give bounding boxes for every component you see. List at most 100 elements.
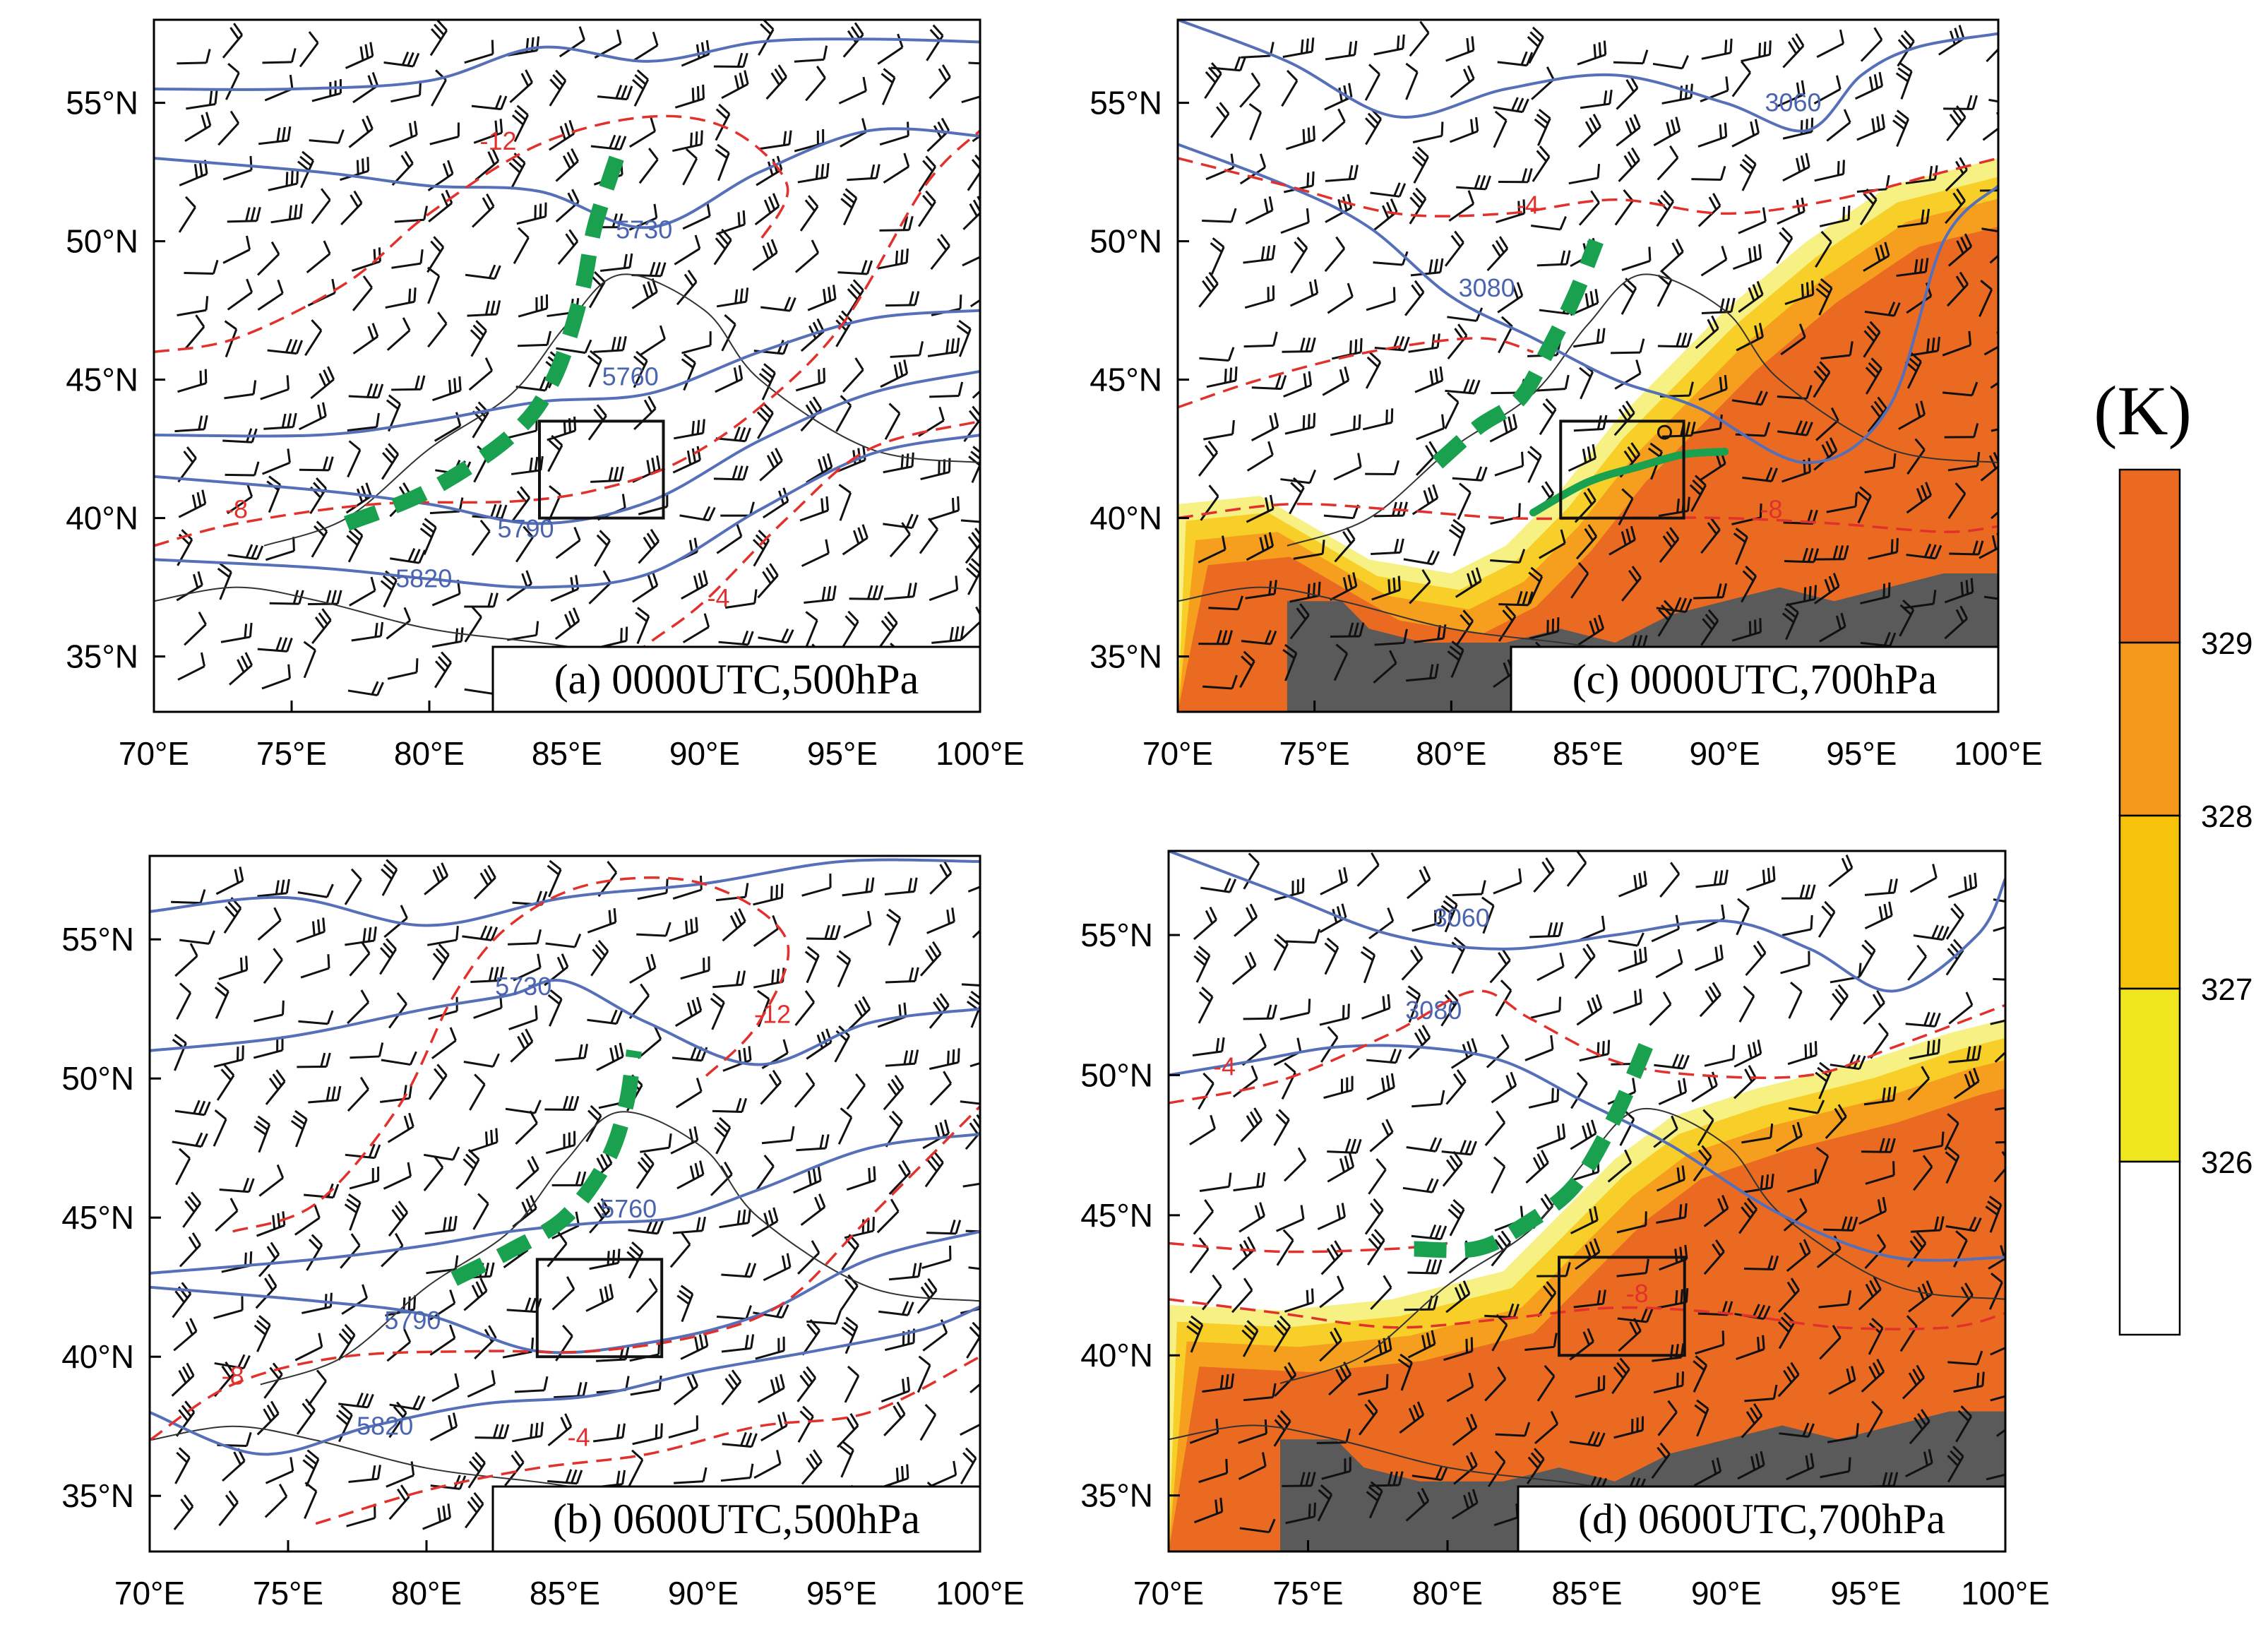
wind-barb (760, 130, 792, 150)
wind-barb (638, 528, 660, 564)
x-tick-label: 75°E (253, 1575, 323, 1612)
wind-barb (1446, 1372, 1474, 1402)
wind-barb (889, 522, 911, 558)
wind-barb (1368, 1158, 1387, 1195)
wind-barb (1693, 1355, 1708, 1393)
temperature-contour (232, 876, 790, 1233)
wind-barb (1239, 1518, 1276, 1534)
wind-barb (884, 403, 901, 440)
y-tick-label: 45°N (1080, 1197, 1153, 1234)
x-tick-label: 100°E (1961, 1575, 2050, 1612)
trough-line (1432, 238, 1604, 469)
wind-barb (1947, 1350, 1983, 1366)
colorbar-segment (2118, 987, 2181, 1163)
wind-barb (847, 164, 881, 181)
wind-barb (965, 1114, 980, 1150)
wind-barb (464, 605, 482, 643)
wind-barb (1401, 945, 1424, 981)
wind-barb (1327, 1138, 1362, 1154)
wind-barb (1198, 630, 1234, 645)
wind-barb (213, 1296, 244, 1320)
wind-barb (1331, 338, 1363, 360)
wind-barb (1994, 1107, 2005, 1111)
wind-barb (1830, 984, 1849, 1021)
temperature-contour-label: -12 (754, 999, 791, 1028)
wind-barb (1529, 617, 1560, 640)
wind-barb (1484, 1366, 1507, 1402)
wind-barb (967, 154, 980, 191)
wind-barb (632, 571, 659, 603)
wind-barb (719, 1208, 751, 1229)
wind-barb (349, 941, 371, 977)
wind-barb (1441, 1140, 1477, 1156)
wind-barb (227, 206, 261, 223)
wind-barb (1403, 549, 1440, 566)
wind-barb (381, 1051, 417, 1066)
wind-barb (1986, 47, 1998, 63)
wind-barb (1899, 599, 1915, 637)
wind-barb (1330, 622, 1365, 638)
wind-barb (310, 366, 335, 400)
wind-barb (846, 279, 864, 316)
wind-barb (508, 1005, 538, 1030)
wind-barb (391, 150, 414, 186)
x-tick-label: 100°E (936, 735, 1025, 772)
wind-barb (1330, 414, 1361, 436)
wind-barb (340, 190, 363, 226)
wind-barb (304, 319, 323, 357)
wind-barb (1983, 595, 1998, 600)
wind-barb (475, 1424, 510, 1439)
wind-barb (1366, 287, 1396, 311)
wind-barb (1863, 989, 1885, 1025)
height-contour (154, 309, 980, 438)
temperature-contour (1169, 1298, 2005, 1330)
wind-barb (1445, 379, 1481, 395)
wind-barb (1649, 991, 1672, 1026)
wind-barb (1691, 165, 1726, 181)
wind-barb (215, 1198, 239, 1232)
wind-barb (264, 1483, 288, 1518)
wind-barb (597, 84, 633, 101)
wind-barb (1697, 122, 1728, 148)
wind-barb (1949, 540, 1984, 556)
wind-barb (1653, 1371, 1685, 1394)
wind-barb (1988, 1273, 2003, 1310)
wind-barb (674, 234, 701, 266)
wind-barb (638, 148, 659, 184)
wind-barb (1248, 102, 1263, 141)
wind-barb (257, 636, 293, 653)
wind-barb (1735, 422, 1771, 437)
y-tick-label: 55°N (61, 921, 134, 958)
wind-barb (1524, 1035, 1554, 1061)
wind-barb (883, 153, 910, 184)
wind-barb (1498, 604, 1517, 642)
wind-barb (547, 434, 563, 472)
wind-barb (1448, 518, 1466, 556)
wind-barb (1895, 62, 1913, 100)
wind-barb (1361, 994, 1391, 1020)
wind-barb (429, 1412, 458, 1441)
wind-barb (629, 953, 657, 984)
height-contour (150, 1305, 980, 1456)
wind-barb (1566, 851, 1587, 887)
wind-barb (215, 866, 244, 895)
wind-barb (1944, 605, 1969, 640)
wind-barb (1531, 66, 1555, 100)
wind-barb (1363, 1335, 1392, 1364)
wind-barb (724, 589, 758, 609)
wind-barb (262, 48, 297, 64)
wind-barb (1527, 446, 1542, 483)
wind-barb (1451, 936, 1467, 975)
wind-barb (635, 1152, 655, 1189)
wind-barb (1534, 1410, 1559, 1445)
wind-barb (1607, 1149, 1633, 1183)
wind-barb (1569, 1431, 1606, 1448)
wind-barb (721, 1369, 742, 1406)
wind-barb (1741, 1402, 1763, 1439)
temperature-contour-label: -4 (568, 1422, 590, 1451)
wind-barb (351, 621, 384, 642)
x-tick-label: 95°E (1826, 735, 1897, 772)
height-contour-label: 3060 (1433, 903, 1490, 932)
wind-barb (585, 1284, 614, 1312)
wind-barb (1528, 1086, 1560, 1109)
